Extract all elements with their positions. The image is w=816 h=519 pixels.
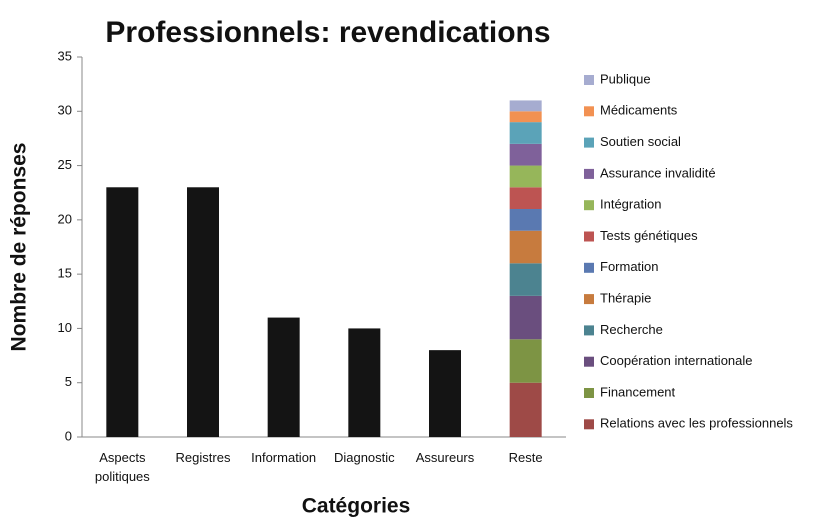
- y-tick-label: 0: [65, 428, 72, 443]
- y-tick-label: 15: [58, 266, 72, 281]
- legend-swatch: [584, 388, 594, 398]
- y-tick-label: 5: [65, 374, 72, 389]
- legend-swatch: [584, 262, 594, 273]
- legend-swatch: [584, 106, 594, 117]
- x-tick-label: Diagnostic: [333, 450, 395, 465]
- legend-swatch: [584, 75, 594, 85]
- legend-swatch: [584, 356, 594, 367]
- legend-label: Financement: [600, 384, 676, 399]
- legend-label: Relations avec les professionnels: [600, 416, 793, 431]
- legend-label: Publique: [600, 71, 651, 86]
- bar-segment: [509, 165, 542, 188]
- y-tick-label: 25: [58, 157, 72, 172]
- bar-segment: [429, 350, 461, 437]
- y-tick-label: 35: [58, 48, 72, 63]
- legend-swatch: [584, 231, 594, 242]
- legend-swatch: [584, 200, 594, 211]
- legend-label: Formation: [600, 259, 659, 274]
- x-tick-label: Reste: [508, 450, 543, 465]
- legend-label: Thérapie: [600, 291, 651, 306]
- bar-segment: [509, 100, 542, 112]
- legend-swatch: [584, 325, 594, 336]
- bar-segment: [509, 339, 542, 383]
- bar-segment: [187, 187, 219, 437]
- y-tick-label: 20: [58, 211, 72, 226]
- legend-swatch: [584, 137, 594, 148]
- bar-segment: [348, 328, 381, 437]
- bar-segment: [267, 317, 300, 437]
- x-tick-label: Registres: [175, 450, 231, 465]
- bar-segment: [509, 209, 542, 231]
- bar-segment: [509, 230, 542, 264]
- x-tick-label: Assureurs: [415, 450, 475, 465]
- y-tick-label: 10: [58, 320, 72, 335]
- legend-swatch: [584, 294, 594, 305]
- chart-title: Professionnels: revendications: [105, 16, 550, 49]
- x-axis-label: Catégories: [302, 495, 411, 518]
- legend-label: Médicaments: [600, 103, 678, 118]
- bar-segment: [509, 382, 542, 437]
- bar-segment: [509, 111, 542, 123]
- bar-segment: [509, 187, 542, 209]
- legend-label: Soutien social: [600, 134, 681, 149]
- legend-label: Tests génétiques: [600, 228, 698, 243]
- x-tick-label: Aspects politiques: [94, 450, 150, 484]
- y-axis-label: Nombre de réponses: [8, 143, 31, 352]
- bar-segment: [509, 143, 542, 166]
- bar-segment: [509, 263, 542, 296]
- bar-segment: [509, 295, 542, 340]
- bar-segment: [106, 187, 139, 437]
- legend-label: Coopération internationale: [600, 353, 753, 368]
- legend-label: Recherche: [600, 322, 663, 337]
- legend-swatch: [584, 419, 594, 430]
- legend-swatch: [584, 168, 594, 179]
- y-tick-label: 30: [58, 103, 72, 118]
- bar-segment: [509, 122, 542, 144]
- legend-label: Intégration: [600, 197, 661, 212]
- legend-label: Assurance invalidité: [600, 165, 716, 180]
- x-tick-label: Information: [251, 450, 317, 465]
